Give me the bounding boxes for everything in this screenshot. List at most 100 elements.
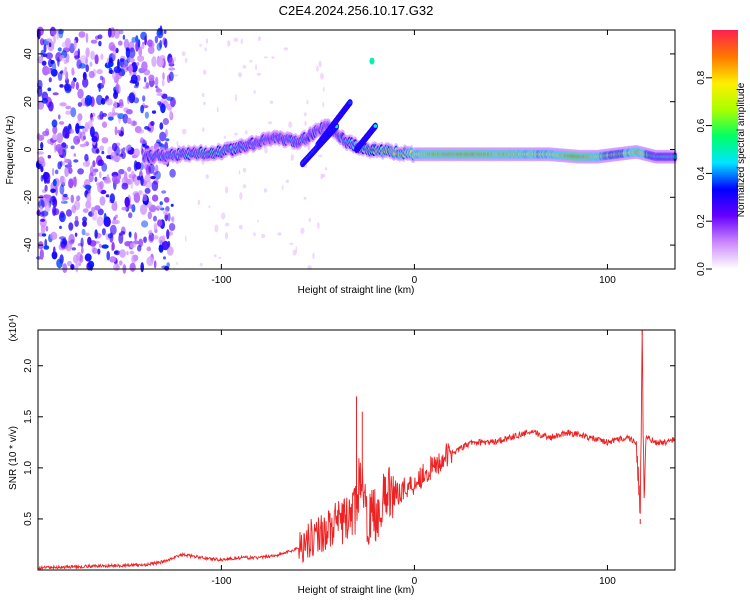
noise-blob	[166, 229, 170, 240]
noise-blob	[40, 218, 45, 222]
noise-blob	[285, 179, 289, 183]
noise-blob	[205, 38, 208, 44]
noise-blob	[141, 220, 149, 228]
noise-blob	[181, 128, 187, 135]
noise-blob	[128, 92, 136, 104]
snr-y-axis-label: SNR (10 * v/v)	[8, 426, 19, 490]
noise-blob	[300, 227, 305, 235]
noise-blob	[316, 65, 319, 72]
noise-blob	[150, 121, 155, 126]
spectrogram-x-axis-label: Height of straight line (km)	[298, 285, 415, 296]
noise-blob	[93, 168, 99, 173]
ridge-streak	[354, 122, 378, 153]
noise-blob	[48, 42, 52, 48]
noise-blob	[242, 167, 247, 173]
noise-blob	[131, 170, 135, 176]
noise-blob	[92, 247, 98, 254]
colorbar: 0.0 0.2 0.4 0.6 0.8 Normalized spectral ampl…	[696, 30, 747, 276]
noise-blob	[82, 77, 89, 88]
noise-blob	[151, 110, 157, 114]
noise-blob	[119, 249, 126, 258]
noise-blob	[99, 196, 106, 206]
noise-blob	[244, 130, 248, 135]
noise-blob	[147, 39, 154, 47]
noise-blob	[82, 208, 89, 214]
noise-blob	[161, 240, 169, 251]
noise-blob	[89, 61, 93, 67]
noise-blob	[57, 57, 60, 67]
noise-blob	[162, 118, 169, 125]
noise-blob	[74, 219, 79, 227]
noise-blob	[281, 185, 284, 191]
noise-blob	[154, 170, 161, 180]
noise-blob	[129, 242, 137, 249]
noise-blob	[65, 105, 72, 110]
noise-blob	[43, 176, 47, 185]
y-tick-label: 20	[23, 96, 34, 108]
noise-blob	[52, 206, 57, 217]
noise-blob	[264, 146, 268, 154]
noise-blob	[54, 169, 59, 175]
noise-blob	[304, 120, 307, 127]
noise-blob	[256, 72, 262, 76]
noise-blob	[126, 117, 132, 125]
noise-blob	[38, 156, 45, 165]
noise-blob	[128, 231, 132, 238]
noise-blob	[156, 92, 164, 97]
noise-blob	[50, 29, 58, 36]
noise-blob	[114, 250, 118, 254]
colorbar-tick-label: 0.2	[696, 214, 707, 228]
noise-blob	[99, 181, 104, 190]
noise-blob	[77, 102, 83, 107]
noise-blob	[164, 38, 168, 49]
spectrogram-x-ticks: -100 0 100	[211, 30, 616, 286]
noise-blob	[101, 228, 106, 236]
colorbar-ticks: 0.0 0.2 0.4 0.6 0.8	[696, 70, 712, 276]
noise-blob	[85, 232, 90, 237]
noise-blob	[320, 72, 324, 80]
x-tick-label: 100	[599, 275, 616, 286]
noise-blob	[202, 69, 207, 75]
noise-blob	[51, 251, 58, 260]
noise-blob	[169, 231, 173, 236]
noise-blob	[111, 142, 118, 152]
noise-blob	[258, 36, 261, 41]
noise-blob	[227, 40, 231, 47]
colorbar-tick-label: 0.4	[696, 166, 707, 180]
streak-core	[348, 100, 352, 105]
noise-blob	[109, 193, 116, 204]
noise-blob	[86, 193, 92, 204]
noise-blob	[70, 194, 75, 204]
noise-blob	[161, 79, 165, 87]
noise-blob	[169, 110, 173, 119]
noise-blob	[168, 223, 176, 231]
noise-blob	[234, 132, 239, 136]
noise-blob	[71, 204, 77, 214]
noise-blob	[74, 232, 78, 237]
noise-blob	[94, 205, 101, 211]
noise-blob	[62, 196, 69, 201]
noise-blob	[123, 38, 130, 50]
noise-blob	[289, 242, 294, 245]
noise-blob	[173, 56, 177, 62]
noise-blob	[153, 222, 158, 232]
noise-blob	[151, 180, 159, 192]
noise-blob	[107, 146, 113, 156]
noise-blob	[151, 40, 155, 49]
noise-blob	[74, 215, 79, 221]
noise-blob	[52, 92, 59, 96]
noise-blob	[71, 80, 75, 89]
noise-blob	[144, 35, 147, 46]
noise-blob	[91, 136, 98, 143]
noise-blob	[75, 123, 80, 134]
noise-blob	[75, 262, 79, 273]
noise-blob	[113, 263, 120, 271]
noise-blob	[140, 144, 144, 155]
noise-blob	[109, 224, 117, 235]
spectrogram-y-ticks: -40 -20 0 20 40	[23, 48, 675, 252]
noise-blob	[103, 176, 111, 183]
noise-blob	[37, 134, 45, 141]
y-tick-label: 1.5	[23, 409, 34, 423]
noise-blob	[50, 231, 58, 240]
y-tick-label: -40	[23, 237, 34, 252]
